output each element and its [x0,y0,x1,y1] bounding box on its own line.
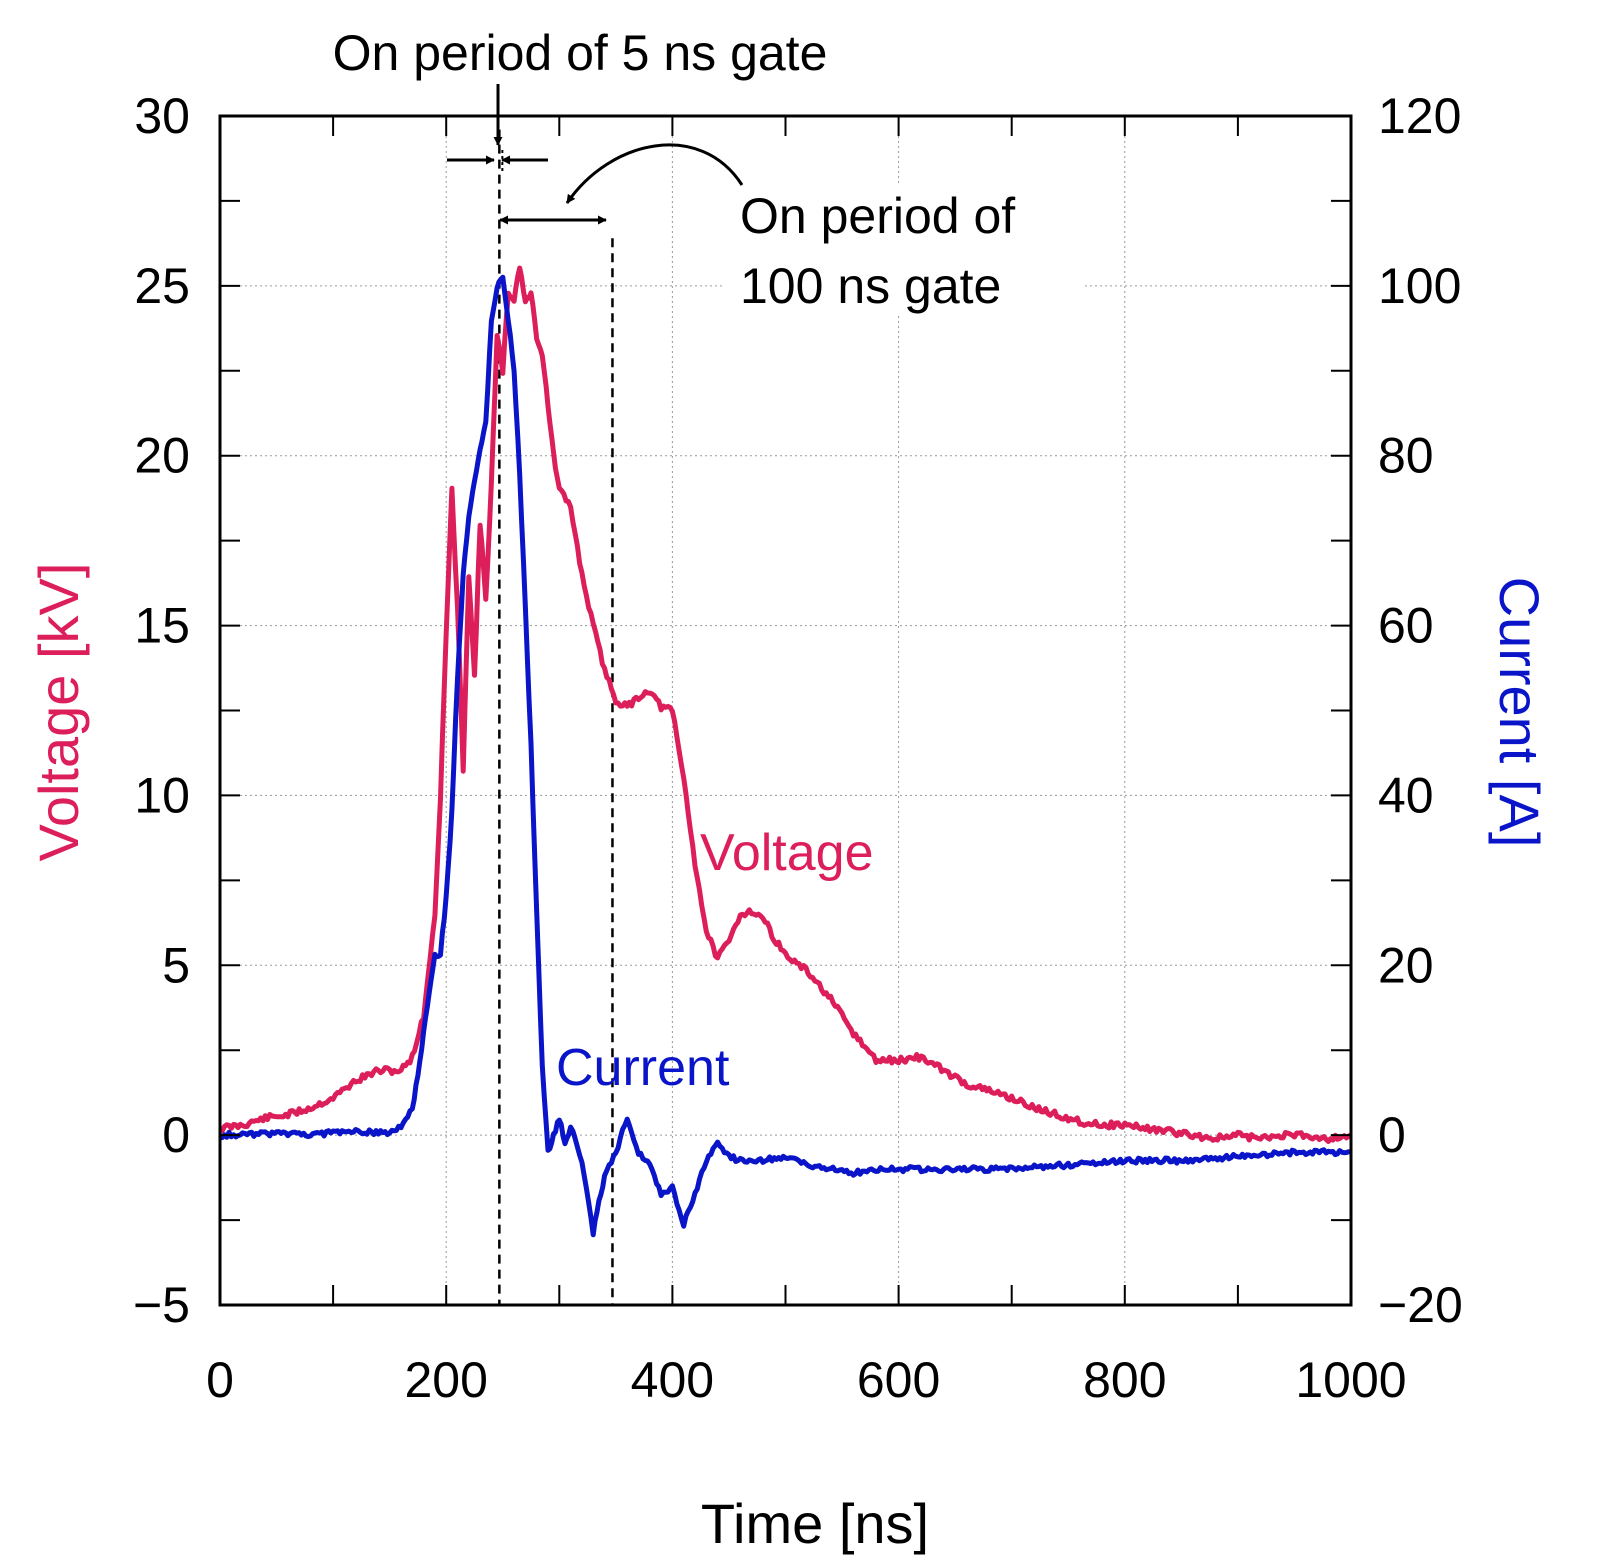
x-tick-label: 200 [404,1352,487,1408]
y-left-tick-label: 25 [134,258,190,314]
current-series-line [218,274,1352,1238]
y-left-tick-label: 30 [134,88,190,144]
ticks: 0 200 400 600 800 1000 −5 0 5 10 15 20 25 30 −20 0 20 40 6… [133,88,1463,1408]
y-left-tick-label: 10 [134,767,190,823]
current-series-label: Current [556,1039,730,1097]
y-right-tick-label: 100 [1378,258,1461,314]
y-left-tick-label: −5 [133,1277,190,1333]
y-left-tick-label: 0 [162,1107,190,1163]
voltage-series-label: Voltage [700,824,874,882]
x-tick-label: 400 [631,1352,714,1408]
y-right-tick-label: 0 [1378,1107,1406,1163]
y-right-tick-label: 20 [1378,937,1434,993]
gate100-curved-arrow [565,143,744,204]
y-right-tick-label: 40 [1378,767,1434,823]
y-right-tick-label: 60 [1378,598,1434,654]
y-left-tick-label: 20 [134,428,190,484]
series [218,265,1352,1238]
y-right-tick-label: 120 [1378,88,1461,144]
x-tick-label: 0 [206,1352,234,1408]
gate100-annotation-line2: 100 ns gate [740,258,1001,314]
y-left-tick-label: 15 [134,598,190,654]
y-right-tick-label: −20 [1378,1277,1463,1333]
gate100-annotation-line1: On period of [740,188,1015,244]
x-axis-title: Time [ns] [701,1492,929,1555]
y-left-axis-title: Voltage [kV] [27,563,90,862]
gate100-annotation-bg [722,185,1084,315]
y-right-tick-label: 80 [1378,428,1434,484]
x-tick-label: 1000 [1295,1352,1406,1408]
x-tick-label: 800 [1083,1352,1166,1408]
gate-guides [498,129,614,1305]
gate5-annotation: On period of 5 ns gate [333,25,828,81]
y-left-tick-label: 5 [162,937,190,993]
voltage-series-line [218,265,1352,1144]
x-tick-label: 600 [857,1352,940,1408]
y-right-axis-title: Current [A] [1488,577,1551,848]
